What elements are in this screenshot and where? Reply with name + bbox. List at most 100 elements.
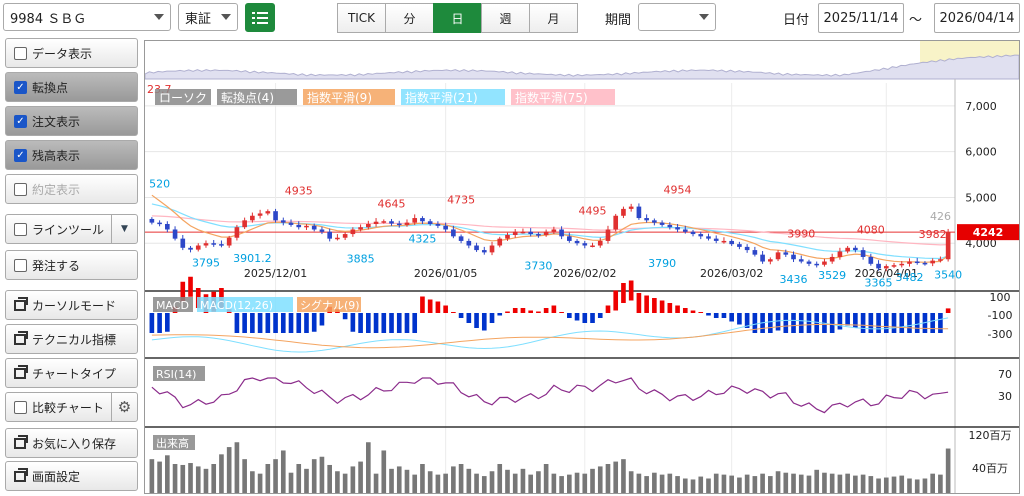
volume-bar [149, 459, 155, 493]
sidebar-item-3[interactable]: ✓ 残高表示 [5, 140, 138, 170]
macd-bar [613, 290, 619, 311]
volume-bar [373, 473, 379, 493]
volume-bar [775, 471, 781, 493]
volume-bar [412, 474, 418, 493]
volume-bar [188, 463, 193, 493]
checkbox-icon[interactable] [14, 46, 27, 60]
volume-bar [914, 479, 920, 493]
macd-legend-0 [153, 297, 193, 312]
symbol-value: 9984 ＳＢＧ [10, 11, 87, 27]
sidebar-item-1[interactable]: ✓ 転換点 [5, 72, 138, 102]
candle [195, 245, 201, 250]
volume-bar [938, 474, 943, 493]
sidebar-item-2[interactable]: ✓ 注文表示 [5, 106, 138, 136]
candle [466, 240, 472, 246]
volume-bar [180, 464, 186, 493]
sidebar-item-label: お気に入り保存 [32, 436, 117, 451]
stock-chart[interactable]: 7,000 6,000 5,000 4,000 2025/12/01 2026/01/05… [144, 41, 1020, 496]
macd-bar [775, 313, 781, 331]
volume-bar [907, 478, 912, 493]
macd-bar [551, 305, 557, 313]
candle [311, 225, 317, 230]
sidebar-item-6[interactable]: 発注する [5, 250, 138, 280]
volume-bar [791, 473, 796, 493]
candle [845, 247, 850, 252]
y-tick-label: 5,000 [965, 191, 997, 204]
chart-area[interactable]: 7,000 6,000 5,000 4,000 2025/12/01 2026/01/05… [144, 40, 1020, 496]
candle [814, 263, 820, 266]
market-select[interactable]: 東証 [178, 3, 238, 31]
tab-month[interactable]: 月 [529, 3, 578, 33]
volume-bar [296, 464, 302, 493]
sidebar-item-0[interactable]: データ表示 [5, 38, 138, 68]
volume-bar [829, 473, 835, 493]
checkbox-icon[interactable] [14, 222, 27, 236]
y-tick-label: 6,000 [965, 146, 997, 159]
volume-bar [466, 468, 472, 493]
checkbox-icon[interactable] [14, 400, 27, 414]
checkbox-icon[interactable]: ✓ [14, 148, 27, 162]
list-menu-button[interactable] [245, 3, 275, 32]
volume-bar [644, 476, 649, 493]
candle [489, 245, 495, 253]
sidebar-item-label: 残高表示 [32, 148, 81, 163]
tab-tick[interactable]: TICK [337, 3, 386, 33]
gear-icon[interactable]: ⚙ [111, 393, 137, 421]
volume-bar [489, 471, 495, 493]
date-from-input[interactable]: 2025/11/14 [818, 3, 904, 33]
volume-bar [427, 471, 433, 493]
macd-line [151, 317, 949, 353]
volume-bar [760, 473, 765, 493]
volume-bar [814, 469, 820, 493]
candle [203, 243, 209, 246]
sidebar-item-12[interactable]: 画面設定 [5, 461, 138, 491]
sidebar-item-label: 転換点 [32, 80, 69, 95]
macd-bar [675, 305, 680, 313]
volume-legend [153, 435, 195, 450]
list-icon [252, 11, 268, 24]
symbol-select[interactable]: 9984 ＳＢＧ [3, 3, 171, 31]
sidebar-item-10[interactable]: 比較チャート ⚙ [5, 392, 138, 422]
macd-bar [505, 311, 510, 313]
candle [327, 231, 332, 239]
sidebar-item-11[interactable]: お気に入り保存 [5, 428, 138, 458]
checkbox-icon[interactable] [14, 182, 27, 196]
volume-bar [567, 474, 572, 493]
macd-bar [582, 313, 588, 323]
volume-bar [512, 473, 518, 493]
candle [682, 229, 688, 232]
volume-bar [203, 468, 209, 493]
range-select[interactable] [638, 3, 716, 31]
candle [219, 244, 224, 246]
volume-bar [783, 472, 789, 493]
candle [404, 222, 410, 225]
sidebar-item-5[interactable]: ラインツール ▼ [5, 214, 138, 244]
volume-bar [520, 468, 526, 493]
candle [768, 259, 773, 262]
checkbox-icon[interactable] [14, 258, 27, 272]
sidebar-item-8[interactable]: テクニカル指標 [5, 324, 138, 354]
sidebar-item-label: チャートタイプ [32, 366, 116, 381]
tab-week[interactable]: 週 [481, 3, 530, 33]
macd-bar [373, 313, 379, 333]
candle [389, 221, 394, 224]
window-icon [14, 364, 28, 379]
chevron-down-icon [699, 14, 709, 20]
date-to-input[interactable]: 2026/04/14 [934, 3, 1020, 33]
checkbox-icon[interactable]: ✓ [14, 80, 27, 94]
sidebar-item-9[interactable]: チャートタイプ [5, 358, 138, 388]
chevron-down-icon[interactable]: ▼ [111, 215, 137, 243]
macd-bar [280, 313, 286, 333]
checkbox-icon[interactable]: ✓ [14, 114, 27, 128]
candle [667, 224, 673, 228]
candle [760, 254, 765, 262]
overview-area [144, 54, 1020, 80]
candle [597, 240, 603, 246]
macd-bar [288, 313, 294, 333]
tab-minute[interactable]: 分 [385, 3, 434, 33]
tab-day[interactable]: 日 [433, 3, 482, 33]
sidebar-item-7[interactable]: カーソルモード [5, 290, 138, 320]
candle [536, 234, 541, 236]
candle [458, 236, 464, 241]
volume-bar [590, 468, 595, 493]
